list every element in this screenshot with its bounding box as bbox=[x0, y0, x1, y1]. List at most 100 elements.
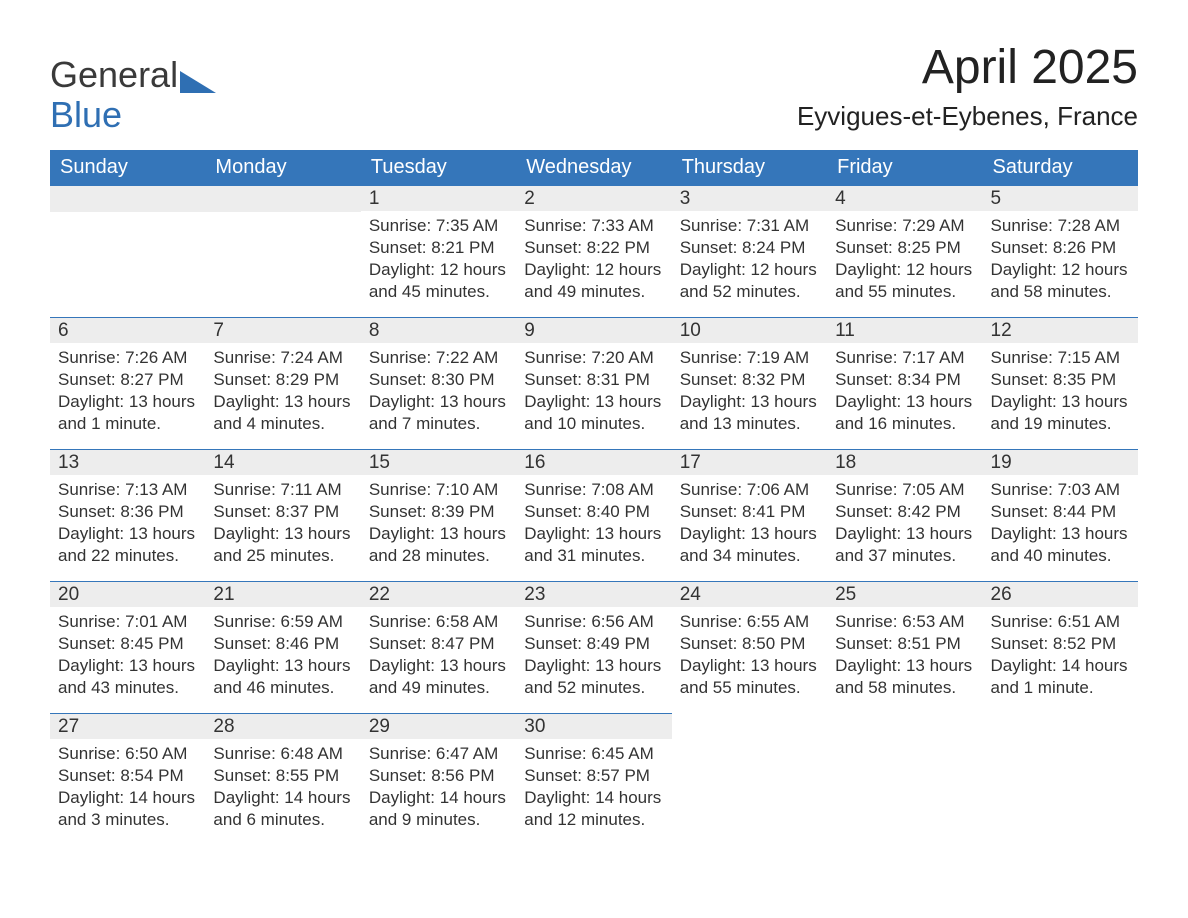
day-content: Sunrise: 7:19 AMSunset: 8:32 PMDaylight:… bbox=[672, 343, 827, 440]
sunrise-text: Sunrise: 7:08 AM bbox=[524, 479, 663, 501]
calendar-cell: 12Sunrise: 7:15 AMSunset: 8:35 PMDayligh… bbox=[983, 317, 1138, 449]
sunset-text: Sunset: 8:51 PM bbox=[835, 633, 974, 655]
sunrise-text: Sunrise: 6:59 AM bbox=[213, 611, 352, 633]
calendar-cell: 27Sunrise: 6:50 AMSunset: 8:54 PMDayligh… bbox=[50, 713, 205, 845]
sunset-text: Sunset: 8:30 PM bbox=[369, 369, 508, 391]
daylight-text: Daylight: 12 hours and 45 minutes. bbox=[369, 259, 508, 303]
daylight-text: Daylight: 13 hours and 55 minutes. bbox=[680, 655, 819, 699]
location-label: Eyvigues-et-Eybenes, France bbox=[797, 101, 1138, 132]
sunrise-text: Sunrise: 7:26 AM bbox=[58, 347, 197, 369]
sunset-text: Sunset: 8:56 PM bbox=[369, 765, 508, 787]
sunset-text: Sunset: 8:49 PM bbox=[524, 633, 663, 655]
day-number: 27 bbox=[50, 713, 205, 739]
calendar-cell: 6 Sunrise: 7:26 AMSunset: 8:27 PMDaylight… bbox=[50, 317, 205, 449]
sunset-text: Sunset: 8:36 PM bbox=[58, 501, 197, 523]
day-content: Sunrise: 7:10 AMSunset: 8:39 PMDaylight:… bbox=[361, 475, 516, 572]
daylight-text: Daylight: 13 hours and 34 minutes. bbox=[680, 523, 819, 567]
day-number: 9 bbox=[516, 317, 671, 343]
daylight-text: Daylight: 14 hours and 9 minutes. bbox=[369, 787, 508, 831]
sunset-text: Sunset: 8:55 PM bbox=[213, 765, 352, 787]
sunset-text: Sunset: 8:21 PM bbox=[369, 237, 508, 259]
day-content: Sunrise: 7:29 AMSunset: 8:25 PMDaylight:… bbox=[827, 211, 982, 308]
daylight-text: Daylight: 13 hours and 16 minutes. bbox=[835, 391, 974, 435]
day-content: Sunrise: 6:45 AMSunset: 8:57 PMDaylight:… bbox=[516, 739, 671, 836]
sunrise-text: Sunrise: 7:03 AM bbox=[991, 479, 1130, 501]
day-content: Sunrise: 7:11 AMSunset: 8:37 PMDaylight:… bbox=[205, 475, 360, 572]
day-number: 8 bbox=[361, 317, 516, 343]
day-content: Sunrise: 6:48 AMSunset: 8:55 PMDaylight:… bbox=[205, 739, 360, 836]
calendar-cell: 16Sunrise: 7:08 AMSunset: 8:40 PMDayligh… bbox=[516, 449, 671, 581]
day-content: Sunrise: 6:50 AMSunset: 8:54 PMDaylight:… bbox=[50, 739, 205, 836]
day-content: Sunrise: 6:51 AMSunset: 8:52 PMDaylight:… bbox=[983, 607, 1138, 704]
calendar-cell: 20Sunrise: 7:01 AMSunset: 8:45 PMDayligh… bbox=[50, 581, 205, 713]
day-number: 22 bbox=[361, 581, 516, 607]
day-content: Sunrise: 7:31 AMSunset: 8:24 PMDaylight:… bbox=[672, 211, 827, 308]
sunset-text: Sunset: 8:37 PM bbox=[213, 501, 352, 523]
daylight-text: Daylight: 14 hours and 1 minute. bbox=[991, 655, 1130, 699]
sunset-text: Sunset: 8:27 PM bbox=[58, 369, 197, 391]
sunset-text: Sunset: 8:45 PM bbox=[58, 633, 197, 655]
calendar-cell: 8Sunrise: 7:22 AMSunset: 8:30 PMDaylight… bbox=[361, 317, 516, 449]
sunrise-text: Sunrise: 7:10 AM bbox=[369, 479, 508, 501]
calendar-cell: 4Sunrise: 7:29 AMSunset: 8:25 PMDaylight… bbox=[827, 185, 982, 317]
calendar-week: 20Sunrise: 7:01 AMSunset: 8:45 PMDayligh… bbox=[50, 581, 1138, 713]
sunset-text: Sunset: 8:42 PM bbox=[835, 501, 974, 523]
day-number: 17 bbox=[672, 449, 827, 475]
calendar-cell: 18Sunrise: 7:05 AMSunset: 8:42 PMDayligh… bbox=[827, 449, 982, 581]
calendar-week: 27Sunrise: 6:50 AMSunset: 8:54 PMDayligh… bbox=[50, 713, 1138, 845]
brand-triangle-icon bbox=[180, 64, 216, 98]
day-content: Sunrise: 7:08 AMSunset: 8:40 PMDaylight:… bbox=[516, 475, 671, 572]
daylight-text: Daylight: 13 hours and 7 minutes. bbox=[369, 391, 508, 435]
month-title: April 2025 bbox=[797, 40, 1138, 95]
sunset-text: Sunset: 8:26 PM bbox=[991, 237, 1130, 259]
day-header: Monday bbox=[205, 150, 360, 185]
day-number: 2 bbox=[516, 185, 671, 211]
page-header: General Blue April 2025 Eyvigues-et-Eybe… bbox=[50, 40, 1138, 132]
daylight-text: Daylight: 13 hours and 19 minutes. bbox=[991, 391, 1130, 435]
day-number: 29 bbox=[361, 713, 516, 739]
sunrise-text: Sunrise: 6:53 AM bbox=[835, 611, 974, 633]
calendar-week: 1Sunrise: 7:35 AMSunset: 8:21 PMDaylight… bbox=[50, 185, 1138, 317]
day-content: Sunrise: 7:03 AMSunset: 8:44 PMDaylight:… bbox=[983, 475, 1138, 572]
day-number: 18 bbox=[827, 449, 982, 475]
daylight-text: Daylight: 14 hours and 12 minutes. bbox=[524, 787, 663, 831]
title-block: April 2025 Eyvigues-et-Eybenes, France bbox=[797, 40, 1138, 132]
day-content: Sunrise: 7:06 AMSunset: 8:41 PMDaylight:… bbox=[672, 475, 827, 572]
day-content: Sunrise: 6:58 AMSunset: 8:47 PMDaylight:… bbox=[361, 607, 516, 704]
brand-logo: General Blue bbox=[50, 58, 216, 132]
day-number: 26 bbox=[983, 581, 1138, 607]
daylight-text: Daylight: 13 hours and 10 minutes. bbox=[524, 391, 663, 435]
day-header: Sunday bbox=[50, 150, 205, 185]
day-number: 6 bbox=[50, 317, 205, 343]
sunset-text: Sunset: 8:35 PM bbox=[991, 369, 1130, 391]
sunset-text: Sunset: 8:22 PM bbox=[524, 237, 663, 259]
daylight-text: Daylight: 13 hours and 1 minute. bbox=[58, 391, 197, 435]
day-header: Thursday bbox=[672, 150, 827, 185]
sunrise-text: Sunrise: 7:01 AM bbox=[58, 611, 197, 633]
day-content: Sunrise: 7:01 AMSunset: 8:45 PMDaylight:… bbox=[50, 607, 205, 704]
day-number: 7 bbox=[205, 317, 360, 343]
daylight-text: Daylight: 13 hours and 31 minutes. bbox=[524, 523, 663, 567]
sunset-text: Sunset: 8:46 PM bbox=[213, 633, 352, 655]
sunrise-text: Sunrise: 7:35 AM bbox=[369, 215, 508, 237]
day-number: 20 bbox=[50, 581, 205, 607]
calendar-cell: 29Sunrise: 6:47 AMSunset: 8:56 PMDayligh… bbox=[361, 713, 516, 845]
day-number: 3 bbox=[672, 185, 827, 211]
daylight-text: Daylight: 12 hours and 58 minutes. bbox=[991, 259, 1130, 303]
sunrise-text: Sunrise: 7:15 AM bbox=[991, 347, 1130, 369]
day-number: 25 bbox=[827, 581, 982, 607]
sunrise-text: Sunrise: 6:58 AM bbox=[369, 611, 508, 633]
sunrise-text: Sunrise: 6:51 AM bbox=[991, 611, 1130, 633]
day-content: Sunrise: 7:13 AMSunset: 8:36 PMDaylight:… bbox=[50, 475, 205, 572]
day-content: Sunrise: 6:55 AMSunset: 8:50 PMDaylight:… bbox=[672, 607, 827, 704]
day-number: 30 bbox=[516, 713, 671, 739]
calendar-cell bbox=[205, 185, 360, 317]
sunrise-text: Sunrise: 7:11 AM bbox=[213, 479, 352, 501]
day-header: Tuesday bbox=[361, 150, 516, 185]
day-header: Wednesday bbox=[516, 150, 671, 185]
day-header-row: SundayMondayTuesdayWednesdayThursdayFrid… bbox=[50, 150, 1138, 185]
day-number: 16 bbox=[516, 449, 671, 475]
sunrise-text: Sunrise: 7:06 AM bbox=[680, 479, 819, 501]
brand-word-1: General bbox=[50, 54, 178, 95]
day-header: Saturday bbox=[983, 150, 1138, 185]
